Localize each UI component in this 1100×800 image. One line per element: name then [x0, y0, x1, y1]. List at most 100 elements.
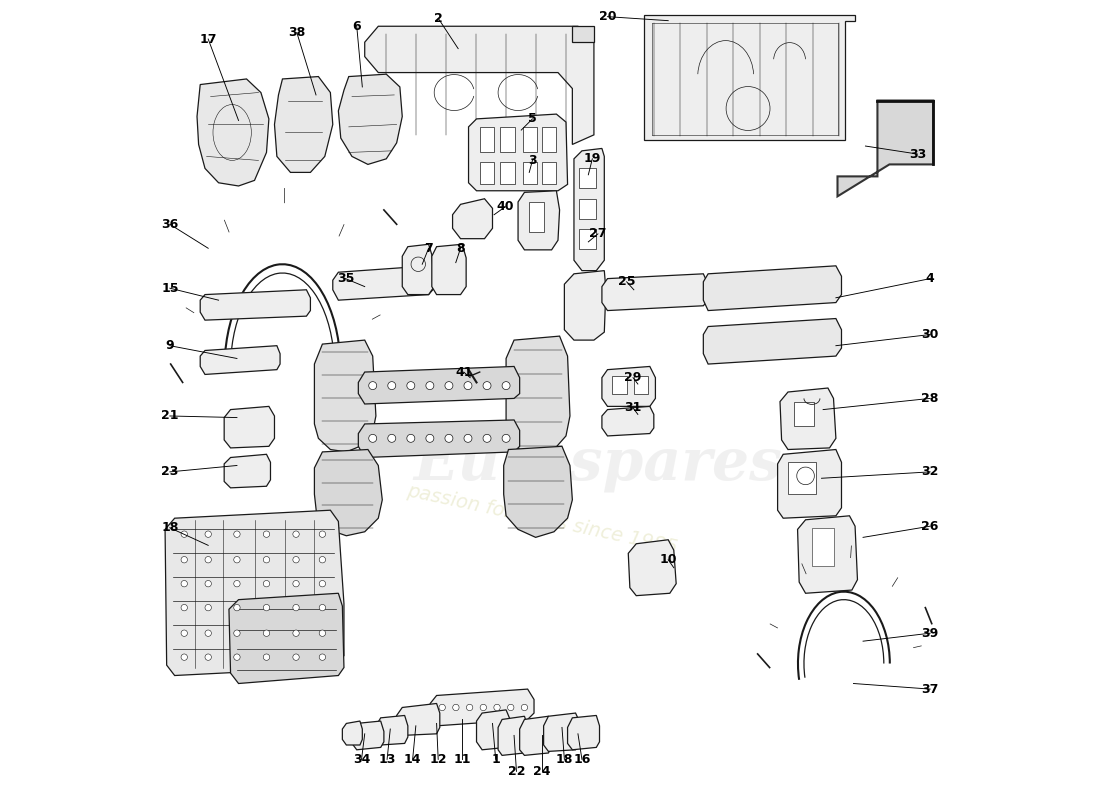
Polygon shape [469, 114, 568, 190]
Circle shape [233, 654, 240, 660]
Bar [634, 376, 648, 394]
Text: 27: 27 [590, 227, 607, 240]
Text: 1: 1 [492, 753, 500, 766]
Polygon shape [837, 101, 933, 196]
Bar [793, 402, 814, 426]
Text: 32: 32 [922, 466, 938, 478]
Circle shape [233, 581, 240, 587]
Text: 33: 33 [909, 147, 926, 161]
Circle shape [407, 434, 415, 442]
Text: 22: 22 [508, 765, 525, 778]
Circle shape [293, 531, 299, 538]
Polygon shape [224, 454, 271, 488]
Text: 8: 8 [456, 242, 465, 254]
Text: 11: 11 [453, 753, 471, 766]
Circle shape [205, 605, 211, 611]
Circle shape [368, 434, 376, 442]
Polygon shape [197, 79, 268, 186]
Polygon shape [315, 450, 383, 536]
Text: 40: 40 [496, 200, 514, 214]
Circle shape [182, 605, 187, 611]
Circle shape [182, 581, 187, 587]
Circle shape [205, 630, 211, 636]
Bar [812, 528, 834, 566]
Circle shape [319, 531, 326, 538]
Bar [613, 376, 627, 394]
Bar [480, 127, 494, 153]
Polygon shape [628, 540, 676, 596]
Circle shape [293, 557, 299, 563]
Text: 12: 12 [429, 753, 447, 766]
Polygon shape [703, 266, 842, 310]
Polygon shape [519, 716, 551, 755]
Polygon shape [602, 366, 656, 406]
Text: 26: 26 [922, 520, 938, 533]
Text: 29: 29 [625, 371, 641, 384]
Polygon shape [430, 689, 534, 726]
Polygon shape [572, 26, 594, 42]
Polygon shape [602, 406, 653, 436]
Circle shape [263, 654, 270, 660]
Circle shape [444, 434, 453, 442]
Circle shape [205, 654, 211, 660]
Circle shape [263, 557, 270, 563]
Polygon shape [352, 721, 384, 750]
Circle shape [319, 630, 326, 636]
Polygon shape [365, 26, 594, 145]
Text: 17: 17 [199, 33, 217, 46]
Circle shape [233, 531, 240, 538]
Circle shape [507, 704, 514, 710]
Text: 16: 16 [573, 753, 591, 766]
Text: 21: 21 [161, 410, 178, 422]
Circle shape [182, 557, 187, 563]
Polygon shape [359, 366, 519, 404]
Polygon shape [200, 290, 310, 320]
Polygon shape [315, 340, 376, 452]
Text: 28: 28 [922, 392, 938, 405]
Polygon shape [376, 715, 408, 745]
Text: 39: 39 [922, 626, 938, 640]
Circle shape [521, 704, 528, 710]
Text: 37: 37 [922, 682, 938, 695]
Polygon shape [518, 190, 560, 250]
Text: 38: 38 [288, 26, 306, 39]
Text: 14: 14 [404, 753, 421, 766]
Circle shape [464, 382, 472, 390]
Bar [522, 162, 537, 184]
Bar [500, 162, 515, 184]
Polygon shape [200, 346, 280, 374]
Bar [579, 229, 596, 249]
Circle shape [480, 704, 486, 710]
Text: 31: 31 [625, 402, 641, 414]
Text: 34: 34 [353, 753, 371, 766]
Circle shape [319, 581, 326, 587]
Text: 18: 18 [556, 753, 573, 766]
Circle shape [483, 382, 491, 390]
Circle shape [263, 531, 270, 538]
Bar [579, 198, 596, 218]
Circle shape [263, 581, 270, 587]
Bar [542, 127, 557, 153]
Circle shape [233, 630, 240, 636]
Circle shape [388, 382, 396, 390]
Polygon shape [452, 198, 493, 238]
Polygon shape [798, 516, 858, 594]
Circle shape [502, 434, 510, 442]
Text: 36: 36 [162, 218, 178, 231]
Polygon shape [229, 594, 344, 683]
Text: 20: 20 [598, 10, 616, 23]
Polygon shape [504, 446, 572, 538]
Polygon shape [568, 715, 600, 750]
Polygon shape [476, 710, 510, 750]
Bar [579, 169, 596, 188]
Polygon shape [339, 74, 403, 165]
Polygon shape [432, 244, 466, 294]
Text: Eurospares: Eurospares [414, 436, 782, 492]
Circle shape [263, 630, 270, 636]
Polygon shape [645, 15, 855, 141]
Bar [542, 162, 557, 184]
Polygon shape [602, 274, 708, 310]
Polygon shape [506, 336, 570, 454]
Text: 18: 18 [162, 522, 178, 534]
Bar [500, 127, 515, 153]
